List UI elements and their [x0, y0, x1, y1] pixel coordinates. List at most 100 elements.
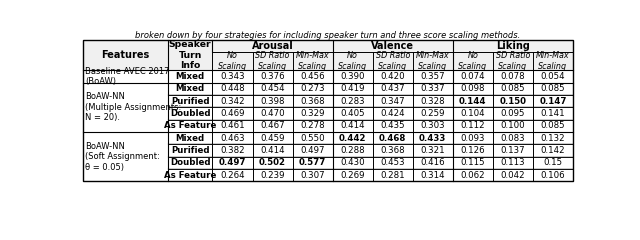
Text: 0.414: 0.414 [340, 121, 365, 130]
Bar [372, 169, 413, 181]
Bar [452, 132, 493, 144]
Bar [83, 70, 168, 83]
Text: 0.328: 0.328 [420, 97, 445, 106]
Bar [372, 107, 413, 120]
Text: 0.321: 0.321 [420, 146, 445, 155]
Bar [372, 95, 413, 107]
Bar [533, 144, 573, 157]
Bar [452, 144, 493, 157]
Text: 0.398: 0.398 [260, 97, 285, 106]
Text: No
Scaling: No Scaling [458, 51, 487, 71]
Text: 0.264: 0.264 [220, 171, 245, 180]
Text: 0.288: 0.288 [340, 146, 365, 155]
Text: Min-Max
Scaling: Min-Max Scaling [536, 51, 570, 71]
Bar [333, 95, 372, 107]
Bar [168, 107, 212, 120]
Text: 0.083: 0.083 [500, 134, 525, 143]
Bar [533, 120, 573, 132]
Bar [493, 144, 533, 157]
Bar [212, 107, 253, 120]
Bar [83, 40, 168, 70]
Text: 0.469: 0.469 [220, 109, 244, 118]
Bar [333, 120, 372, 132]
Bar [493, 120, 533, 132]
Text: 0.390: 0.390 [340, 72, 365, 81]
Text: 0.405: 0.405 [340, 109, 365, 118]
Bar [83, 83, 168, 132]
Bar [292, 107, 333, 120]
Bar [168, 132, 212, 144]
Bar [452, 120, 493, 132]
Bar [168, 70, 212, 83]
Text: Arousal: Arousal [252, 41, 293, 51]
Bar [452, 52, 493, 70]
Text: 0.054: 0.054 [541, 72, 565, 81]
Text: 0.467: 0.467 [260, 121, 285, 130]
Text: 0.093: 0.093 [461, 134, 485, 143]
Bar [452, 83, 493, 95]
Text: Mixed: Mixed [175, 84, 205, 93]
Text: 0.416: 0.416 [420, 158, 445, 167]
Text: 0.463: 0.463 [220, 134, 245, 143]
Bar [452, 70, 493, 83]
Bar [452, 107, 493, 120]
Bar [413, 157, 452, 169]
Bar [292, 144, 333, 157]
Text: 0.281: 0.281 [380, 171, 405, 180]
Bar [168, 40, 212, 70]
Text: No
Scaling: No Scaling [338, 51, 367, 71]
Text: 0.100: 0.100 [500, 121, 525, 130]
Text: 0.343: 0.343 [220, 72, 245, 81]
Text: 0.307: 0.307 [300, 171, 325, 180]
Text: 0.095: 0.095 [500, 109, 525, 118]
Bar [168, 169, 212, 181]
Bar [253, 107, 292, 120]
Bar [292, 70, 333, 83]
Text: Features: Features [101, 50, 150, 60]
Text: 0.419: 0.419 [340, 84, 365, 93]
Bar [493, 83, 533, 95]
Text: 0.278: 0.278 [300, 121, 325, 130]
Text: 0.269: 0.269 [340, 171, 365, 180]
Text: 0.368: 0.368 [300, 97, 325, 106]
Text: 0.085: 0.085 [541, 84, 565, 93]
Bar [83, 132, 168, 181]
Bar [253, 83, 292, 95]
Text: 0.376: 0.376 [260, 72, 285, 81]
Bar [253, 70, 292, 83]
Bar [292, 120, 333, 132]
Bar [292, 169, 333, 181]
Text: 0.497: 0.497 [300, 146, 325, 155]
Text: 0.430: 0.430 [340, 158, 365, 167]
Text: 0.448: 0.448 [220, 84, 245, 93]
Text: 0.420: 0.420 [380, 72, 405, 81]
Text: 0.106: 0.106 [541, 171, 565, 180]
Bar [333, 169, 372, 181]
Text: 0.115: 0.115 [460, 158, 485, 167]
Bar [253, 144, 292, 157]
Bar [533, 132, 573, 144]
Bar [253, 157, 292, 169]
Text: Doubled: Doubled [170, 158, 211, 167]
Text: 0.062: 0.062 [460, 171, 485, 180]
Text: 0.113: 0.113 [500, 158, 525, 167]
Bar [212, 70, 253, 83]
Bar [452, 95, 493, 107]
Text: Speaker
Turn
Info: Speaker Turn Info [169, 41, 211, 70]
Bar [452, 169, 493, 181]
Text: 0.142: 0.142 [541, 146, 565, 155]
Text: Liking: Liking [496, 41, 530, 51]
Bar [333, 70, 372, 83]
Text: Baseline AVEC 2017
(BoAW): Baseline AVEC 2017 (BoAW) [85, 67, 170, 86]
Text: 0.442: 0.442 [339, 134, 366, 143]
Text: No
Scaling: No Scaling [218, 51, 247, 71]
Text: 0.456: 0.456 [300, 72, 325, 81]
Bar [493, 95, 533, 107]
Text: 0.078: 0.078 [500, 72, 525, 81]
Bar [533, 157, 573, 169]
Bar [168, 95, 212, 107]
Bar [333, 144, 372, 157]
Text: Mixed: Mixed [175, 72, 205, 81]
Bar [83, 40, 573, 181]
Bar [452, 157, 493, 169]
